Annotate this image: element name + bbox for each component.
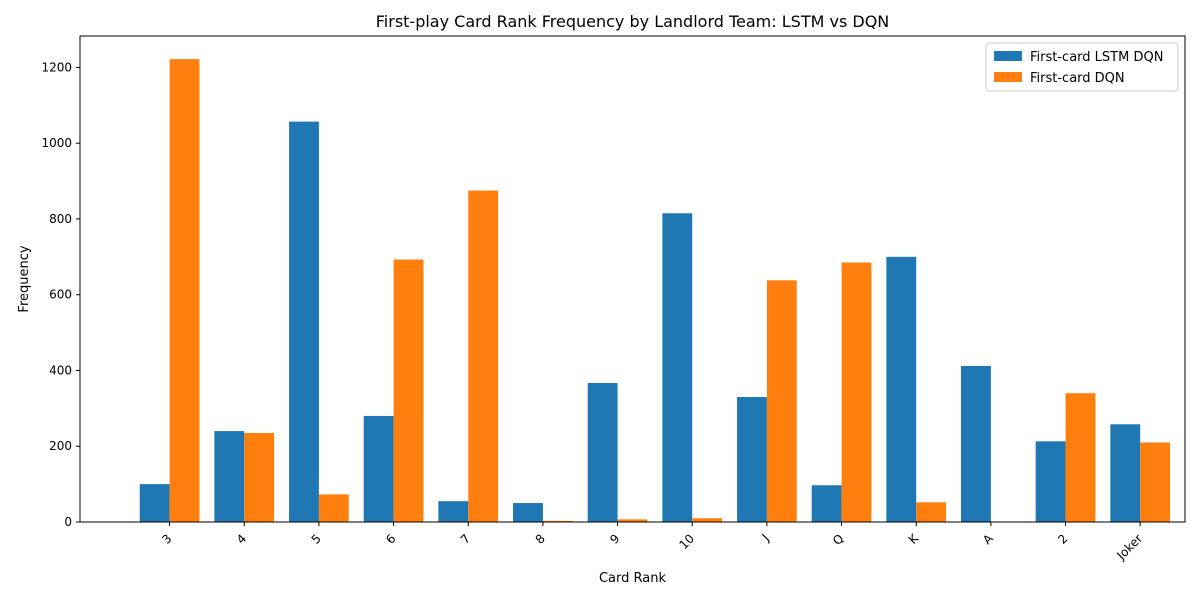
legend-box	[985, 42, 1179, 92]
legend-swatch	[994, 51, 1022, 61]
y-tick-label: 200	[49, 439, 72, 453]
bar-dqn-2	[1065, 393, 1096, 522]
y-tick-label: 800	[49, 212, 72, 226]
x-tick-label: 8	[533, 531, 548, 546]
bar-lstm-dqn-4	[214, 431, 245, 522]
legend-swatch	[994, 72, 1022, 82]
bar-lstm-dqn-2	[1035, 441, 1066, 522]
bar-dqn-joker	[1140, 442, 1171, 522]
x-tick-label: 6	[383, 531, 398, 546]
y-tick-label: 400	[49, 363, 72, 377]
x-tick-label: 4	[234, 531, 249, 546]
bar-lstm-dqn-j	[737, 396, 767, 522]
bar-dqn-4	[244, 432, 275, 522]
y-axis: 0 200 400 600 800 1000 1200	[41, 60, 80, 529]
x-tick-label: A	[980, 531, 996, 547]
x-tick-label: 7	[458, 531, 473, 546]
x-tick-label: J	[759, 531, 772, 544]
bar-lstm-dqn-9	[587, 382, 618, 522]
y-tick-label: 1200	[41, 60, 72, 74]
x-axis: 3 4 5 6 7 8 9 10 J Q K A 2 Joker	[159, 522, 1145, 563]
x-tick-label: 5	[309, 531, 324, 546]
bar-dqn-k	[916, 502, 947, 522]
bar-dqn-9	[617, 519, 648, 522]
y-tick-label: 600	[49, 288, 72, 302]
x-tick-label: Q	[830, 531, 847, 548]
bar-lstm-dqn-7	[438, 501, 469, 522]
x-tick-label: K	[906, 531, 922, 547]
bar-dqn-3	[169, 59, 200, 522]
bar-lstm-dqn-6	[363, 415, 394, 522]
x-tick-label: 2	[1055, 531, 1070, 546]
bars-group	[139, 59, 1171, 522]
bar-dqn-j	[766, 280, 797, 522]
bar-lstm-dqn-joker	[1110, 424, 1141, 522]
bar-dqn-7	[468, 190, 499, 522]
legend: First-card LSTM DQN First-card DQN	[985, 42, 1179, 92]
bar-dqn-10	[692, 518, 723, 522]
bar-lstm-dqn-5	[289, 121, 319, 522]
bar-lstm-dqn-3	[139, 484, 170, 522]
x-tick-label: 3	[159, 531, 174, 546]
y-tick-label: 1000	[41, 136, 72, 150]
bar-lstm-dqn-q	[811, 485, 842, 522]
legend-entry: First-card LSTM DQN	[1030, 50, 1163, 65]
x-tick-label: 9	[607, 531, 622, 546]
bar-dqn-6	[393, 259, 424, 522]
y-axis-label: Frequency	[17, 245, 32, 312]
x-tick-label: Joker	[1114, 531, 1146, 563]
legend-entry: First-card DQN	[1030, 71, 1125, 86]
y-tick-label: 0	[64, 515, 72, 529]
chart-title: First-play Card Rank Frequency by Landlo…	[376, 12, 890, 31]
x-axis-label: Card Rank	[599, 571, 666, 586]
bar-lstm-dqn-a	[961, 365, 991, 522]
bar-lstm-dqn-10	[662, 213, 693, 522]
bar-dqn-5	[318, 494, 349, 522]
bar-lstm-dqn-k	[886, 256, 917, 522]
plot-frame	[79, 35, 1186, 523]
bar-lstm-dqn-8	[513, 503, 543, 522]
x-tick-label: 10	[676, 531, 697, 552]
bar-dqn-q	[841, 262, 872, 522]
bar-dqn-8	[542, 520, 573, 522]
